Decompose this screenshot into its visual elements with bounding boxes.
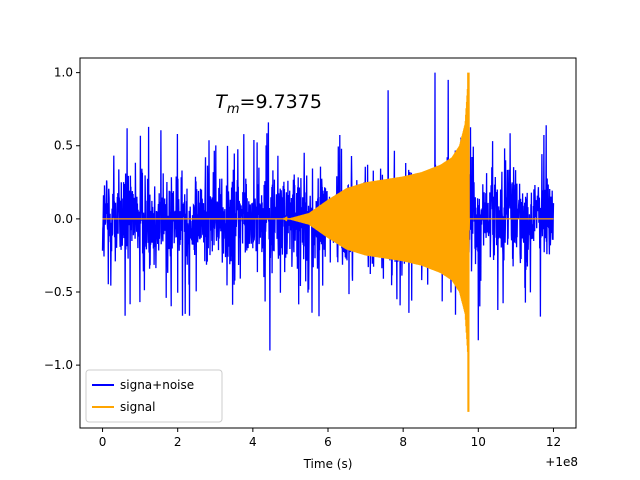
x-tick-label: 12 (546, 435, 561, 449)
x-tick-label: 4 (249, 435, 257, 449)
x-tick-label: 8 (399, 435, 407, 449)
legend-box (85, 369, 223, 423)
x-axis-label: Time (s) (303, 457, 353, 471)
x-axis: 0 2 4 6 8 10 12 (99, 428, 561, 449)
annotation-subscript: m (227, 102, 240, 117)
merger-time-annotation: Tm=9.7375 (215, 91, 322, 117)
annotation-value: =9.7375 (240, 91, 322, 113)
series-layer (101, 72, 555, 412)
x-tick-label: 10 (471, 435, 486, 449)
y-tick-label: 0.0 (54, 212, 73, 226)
legend-label-signal: signal (120, 400, 156, 414)
y-tick-label: 0.5 (54, 139, 73, 153)
x-axis-offset-label: +1e8 (545, 455, 578, 469)
y-tick-label: −1.0 (44, 358, 73, 372)
annotation-base: T (215, 91, 228, 113)
legend: signa+noise signal (85, 369, 223, 423)
legend-label-signal-noise: signa+noise (120, 378, 194, 392)
x-tick-label: 0 (99, 435, 107, 449)
x-tick-label: 6 (324, 435, 332, 449)
y-axis: 1.0 0.5 0.0 −0.5 −1.0 (44, 66, 80, 372)
y-tick-label: 1.0 (54, 66, 73, 80)
series-line-signal (102, 72, 554, 412)
y-tick-label: −0.5 (44, 285, 73, 299)
x-tick-label: 2 (174, 435, 182, 449)
